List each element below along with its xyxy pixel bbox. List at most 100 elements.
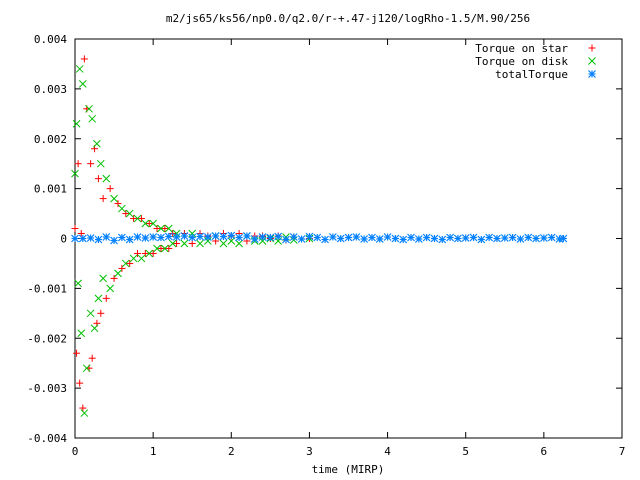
disk-torque-point (78, 80, 87, 88)
x-tick-label: 2 (228, 445, 235, 458)
disk-torque-point (93, 139, 101, 148)
total-torque-point (414, 235, 423, 243)
disk-torque-point (137, 254, 146, 263)
disk-torque-point (74, 279, 82, 288)
disk-torque-point (106, 284, 115, 293)
total-torque-point (375, 235, 384, 243)
legend-label: Torque on disk (475, 55, 568, 68)
total-torque-point (559, 234, 568, 243)
total-torque-point (211, 232, 220, 240)
star-torque-point (102, 294, 110, 302)
x-tick-label: 7 (619, 445, 626, 458)
star-torque-point (149, 249, 157, 257)
total-torque-point (266, 233, 275, 242)
star-torque-point (153, 225, 161, 233)
y-tick-label: -0.003 (27, 382, 67, 395)
total-torque-point (282, 235, 290, 244)
disk-torque-point (96, 159, 105, 168)
total-torque-point (94, 235, 103, 244)
disk-torque-point (102, 174, 111, 183)
disk-torque-point (85, 104, 93, 113)
total-torque-point (352, 233, 361, 241)
legend-label: Torque on star (475, 42, 568, 55)
total-torque-point (461, 234, 470, 242)
total-torque-point (71, 234, 79, 243)
star-torque-point (118, 264, 126, 272)
legend-marker (588, 57, 596, 65)
total-torque-point (242, 232, 251, 240)
total-torque-point (141, 234, 150, 242)
y-tick-label: 0.002 (34, 133, 67, 146)
total-torque-point (493, 234, 501, 243)
y-tick-label: -0.001 (27, 282, 67, 295)
disk-torque-point (168, 239, 177, 248)
total-torque-point (297, 235, 306, 243)
disk-torque-point (77, 329, 86, 338)
total-torque-point (258, 233, 267, 241)
total-torque-point (446, 233, 455, 242)
star-torque-point (97, 309, 105, 317)
star-torque-point (145, 220, 153, 228)
disk-torque-point (72, 119, 81, 128)
disk-torque-point (161, 244, 169, 253)
total-torque-point (125, 235, 134, 244)
total-torque-point (203, 233, 212, 241)
legend-marker (588, 44, 596, 52)
star-torque-point (88, 354, 96, 362)
total-torque-point (196, 232, 204, 241)
total-torque-point (274, 232, 283, 241)
total-torque-point (313, 233, 322, 242)
total-torque-point (485, 233, 494, 242)
disk-torque-point (164, 224, 173, 233)
legend-marker (588, 70, 596, 78)
disk-torque-point (149, 219, 157, 228)
total-torque-point (149, 233, 158, 241)
star-torque-point (87, 160, 95, 168)
star-torque-point (157, 244, 165, 252)
total-torque-point (86, 234, 95, 242)
star-torque-point (122, 210, 130, 218)
total-torque-point (407, 233, 415, 242)
total-torque-point (360, 235, 369, 243)
disk-torque-point (219, 239, 228, 248)
star-torque-point (134, 249, 142, 257)
total-torque-point (235, 233, 244, 242)
disk-torque-point (121, 259, 130, 268)
star-torque-point (76, 379, 84, 387)
x-axis-label: time (MIRP) (312, 463, 385, 476)
total-torque-point (368, 233, 376, 242)
disk-torque-point (90, 324, 99, 333)
total-torque-point (539, 234, 548, 242)
disk-torque-point (99, 274, 107, 283)
disk-torque-point (235, 239, 243, 248)
star-torque-point (106, 185, 114, 193)
star-torque-point (161, 225, 169, 233)
total-torque-point (430, 234, 439, 243)
y-tick-label: 0.004 (34, 33, 67, 46)
total-torque-point (508, 233, 517, 242)
data-marks (71, 55, 568, 417)
total-torque-point (399, 235, 408, 244)
disk-torque-point (145, 249, 154, 258)
star-torque-point (74, 160, 82, 168)
star-torque-point (80, 55, 88, 63)
total-torque-point (469, 233, 478, 242)
star-torque-point (130, 215, 138, 223)
star-torque-point (141, 249, 149, 257)
star-torque-point (77, 230, 85, 238)
total-torque-point (321, 235, 329, 244)
total-torque-point (344, 233, 353, 242)
star-torque-point (169, 230, 177, 238)
series-2 (71, 231, 568, 245)
total-torque-point (157, 233, 165, 242)
total-torque-point (336, 234, 345, 243)
total-torque-point (219, 232, 228, 241)
disk-torque-point (86, 309, 95, 318)
star-torque-point (110, 274, 118, 282)
total-torque-point (172, 233, 181, 241)
disk-torque-point (75, 65, 84, 73)
disk-torque-point (133, 214, 142, 223)
total-torque-point (250, 235, 259, 243)
